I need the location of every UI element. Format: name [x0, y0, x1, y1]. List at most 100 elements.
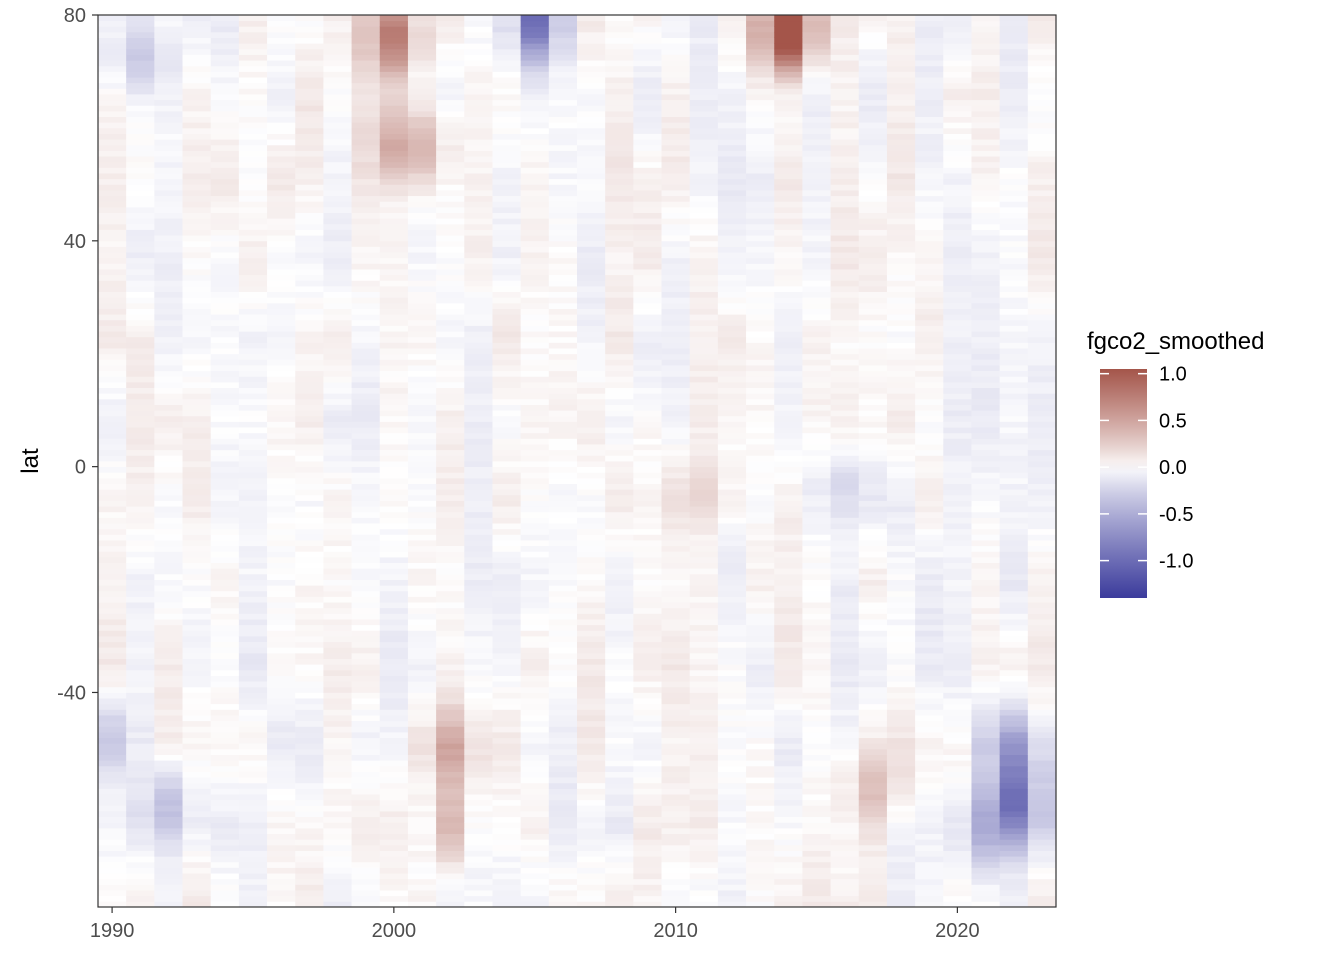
heatmap-cell: [492, 596, 522, 603]
heatmap-cell: [915, 466, 944, 473]
heatmap-cell: [661, 393, 691, 400]
heatmap-cell: [126, 466, 155, 473]
heatmap-cell: [210, 760, 240, 767]
heatmap-cell: [351, 827, 381, 835]
heatmap-cell: [915, 297, 944, 304]
heatmap-cell: [717, 184, 747, 191]
heatmap-cell: [915, 398, 944, 405]
heatmap-cell: [379, 398, 409, 405]
heatmap-cell: [351, 596, 381, 603]
heatmap-cell: [154, 528, 183, 535]
heatmap-cell: [830, 760, 860, 767]
heatmap-cell: [689, 342, 719, 349]
heatmap-cell: [858, 150, 888, 157]
heatmap-cell: [436, 466, 465, 473]
heatmap-cell: [689, 370, 719, 377]
heatmap-cell: [689, 664, 719, 671]
heatmap-cell: [943, 444, 972, 451]
heatmap-cell: [661, 144, 691, 151]
heatmap-cell: [98, 60, 127, 67]
heatmap-cell: [717, 856, 747, 863]
heatmap-cell: [492, 675, 522, 682]
heatmap-cell: [98, 404, 127, 411]
heatmap-cell: [717, 715, 747, 722]
heatmap-cell: [689, 489, 719, 496]
heatmap-cell: [774, 562, 803, 569]
heatmap-cell: [126, 173, 155, 180]
heatmap-cell: [407, 692, 437, 699]
heatmap-cell: [379, 811, 409, 818]
heatmap-cell: [492, 116, 522, 123]
heatmap-cell: [351, 731, 381, 739]
heatmap-cell: [182, 331, 212, 338]
heatmap-cell: [971, 811, 1001, 818]
heatmap-cell: [126, 861, 155, 868]
heatmap-cell: [661, 867, 691, 874]
heatmap-cell: [886, 568, 916, 575]
heatmap-cell: [915, 319, 944, 326]
heatmap-cell: [492, 82, 522, 89]
heatmap-cell: [661, 370, 691, 377]
heatmap-cell: [774, 65, 803, 72]
heatmap-cell: [802, 291, 831, 298]
heatmap-cell: [774, 839, 803, 846]
heatmap-cell: [661, 285, 691, 293]
heatmap-cell: [295, 748, 324, 755]
heatmap-cell: [548, 517, 578, 524]
heatmap-cell: [577, 794, 606, 801]
heatmap-cell: [886, 291, 916, 298]
heatmap-cell: [520, 489, 550, 496]
heatmap-cell: [915, 201, 944, 208]
heatmap-cell: [689, 167, 719, 174]
heatmap-cell: [407, 110, 437, 118]
heatmap-cell: [830, 331, 860, 338]
heatmap-cell: [210, 178, 240, 185]
heatmap-cell: [577, 664, 606, 671]
heatmap-cell: [98, 647, 127, 654]
heatmap-cell: [886, 438, 916, 445]
heatmap-cell: [717, 190, 747, 197]
heatmap-cell: [548, 461, 578, 468]
heatmap-cell: [717, 681, 747, 688]
heatmap-cell: [774, 15, 803, 22]
heatmap-cell: [238, 839, 268, 846]
heatmap-cell: [886, 500, 916, 507]
heatmap-cell: [717, 393, 747, 400]
heatmap-cell: [210, 619, 240, 626]
heatmap-cell: [520, 562, 550, 569]
heatmap-cell: [717, 173, 747, 180]
heatmap-cell: [210, 715, 240, 722]
heatmap-cell: [295, 472, 324, 479]
heatmap-cell: [661, 336, 691, 343]
heatmap-cell: [802, 799, 831, 806]
heatmap-cell: [802, 743, 831, 750]
heatmap-cell: [689, 297, 719, 304]
heatmap-cell: [154, 229, 183, 236]
heatmap-cell: [492, 517, 522, 524]
heatmap-cell: [633, 263, 662, 270]
heatmap-cell: [689, 466, 719, 473]
heatmap-cell: [436, 715, 465, 722]
heatmap-cell: [464, 737, 493, 744]
heatmap-cell: [267, 765, 296, 772]
heatmap-cell: [126, 726, 155, 733]
heatmap-cell: [436, 178, 465, 185]
heatmap-cell: [267, 365, 296, 372]
heatmap-cell: [210, 150, 240, 157]
heatmap-cell: [295, 15, 324, 22]
heatmap-cell: [746, 201, 775, 208]
heatmap-cell: [689, 331, 719, 338]
heatmap-cell: [464, 48, 493, 55]
heatmap-cell: [548, 466, 578, 473]
heatmap-cell: [520, 511, 550, 518]
heatmap-cell: [548, 698, 578, 705]
heatmap-cell: [605, 709, 634, 716]
heatmap-cell: [633, 771, 662, 778]
heatmap-cell: [182, 240, 212, 247]
heatmap-cell: [633, 664, 662, 671]
heatmap-cell: [746, 110, 775, 118]
heatmap-cell: [802, 573, 831, 580]
heatmap-cell: [802, 850, 831, 857]
heatmap-cell: [351, 483, 381, 490]
heatmap-cell: [182, 212, 212, 219]
